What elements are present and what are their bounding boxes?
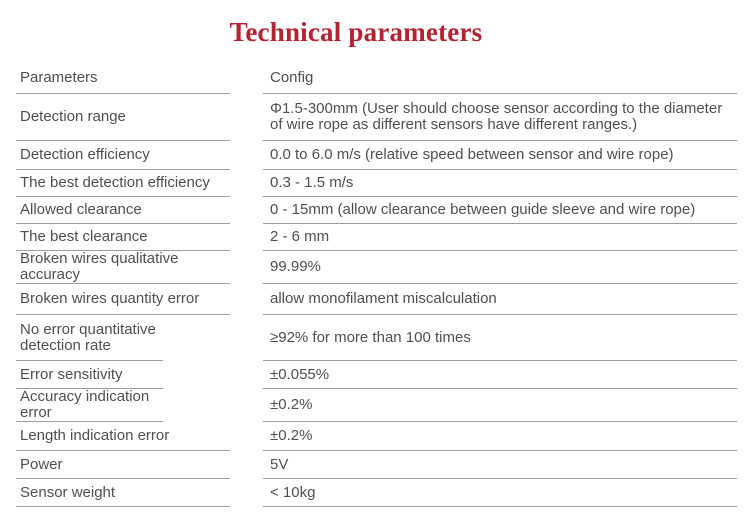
- param-cell: Allowed clearance: [16, 197, 230, 224]
- config-cell: 5V: [263, 451, 737, 479]
- column-gap: [230, 479, 263, 507]
- param-cell: No error quantitative detection rate: [16, 315, 163, 361]
- config-cell: Φ1.5-300mm (User should choose sensor ac…: [263, 94, 737, 141]
- param-cell: Length indication error: [16, 422, 230, 451]
- config-cell: ±0.2%: [263, 422, 737, 451]
- column-gap: [230, 141, 263, 170]
- column-gap: [230, 251, 263, 284]
- parameters-table: Parameters Config Detection range Φ1.5-3…: [16, 62, 737, 507]
- param-cell: Broken wires qualitative accuracy: [16, 251, 230, 284]
- config-cell: 0 - 15mm (allow clearance between guide …: [263, 197, 737, 224]
- param-cell: The best clearance: [16, 224, 230, 251]
- param-cell: Power: [16, 451, 230, 479]
- column-gap: [230, 361, 263, 389]
- table-row-sensor-weight: Sensor weight < 10kg: [16, 479, 737, 507]
- config-cell: ≥92% for more than 100 times: [263, 315, 737, 361]
- config-cell: ±0.2%: [263, 389, 737, 422]
- column-gap: [230, 170, 263, 197]
- param-cell: Broken wires quantity error: [16, 284, 230, 315]
- column-gap: [230, 422, 263, 451]
- config-cell: allow monofilament miscalculation: [263, 284, 737, 315]
- column-gap: [230, 315, 263, 361]
- table-row-detection-range: Detection range Φ1.5-300mm (User should …: [16, 94, 737, 141]
- column-gap: [230, 451, 263, 479]
- param-cell: Sensor weight: [16, 479, 230, 507]
- config-cell: 0.3 - 1.5 m/s: [263, 170, 737, 197]
- column-gap: [230, 224, 263, 251]
- param-cell: Detection efficiency: [16, 141, 230, 170]
- table-row-length-indication-error: Length indication error ±0.2%: [16, 422, 737, 451]
- param-cell: Detection range: [16, 94, 230, 141]
- table-header-row: Parameters Config: [16, 62, 737, 94]
- param-header-cell: Parameters: [16, 62, 230, 94]
- table-row-accuracy-indication-error: Accuracy indication error ±0.2%: [16, 389, 737, 422]
- param-cell: The best detection efficiency: [16, 170, 230, 197]
- config-cell: < 10kg: [263, 479, 737, 507]
- column-gap: [230, 389, 263, 422]
- table-row-allowed-clearance: Allowed clearance 0 - 15mm (allow cleara…: [16, 197, 737, 224]
- config-header-cell: Config: [263, 62, 737, 94]
- table-row-best-clearance: The best clearance 2 - 6 mm: [16, 224, 737, 251]
- config-cell: 99.99%: [263, 251, 737, 284]
- column-gap: [230, 284, 263, 315]
- table-row-qualitative-accuracy: Broken wires qualitative accuracy 99.99%: [16, 251, 737, 284]
- table-row-best-detection-efficiency: The best detection efficiency 0.3 - 1.5 …: [16, 170, 737, 197]
- config-cell: ±0.055%: [263, 361, 737, 389]
- config-cell: 0.0 to 6.0 m/s (relative speed between s…: [263, 141, 737, 170]
- column-gap: [230, 94, 263, 141]
- table-row-power: Power 5V: [16, 451, 737, 479]
- table-row-detection-efficiency: Detection efficiency 0.0 to 6.0 m/s (rel…: [16, 141, 737, 170]
- table-row-error-sensitivity: Error sensitivity ±0.055%: [16, 361, 737, 389]
- table-row-quantity-error: Broken wires quantity error allow monofi…: [16, 284, 737, 315]
- param-cell: Accuracy indication error: [16, 389, 163, 422]
- page-title: Technical parameters: [229, 17, 483, 47]
- column-gap: [230, 197, 263, 224]
- column-gap: [230, 62, 263, 94]
- table-row-quantitative-detection-rate: No error quantitative detection rate ≥92…: [16, 315, 737, 361]
- config-cell: 2 - 6 mm: [263, 224, 737, 251]
- param-cell: Error sensitivity: [16, 361, 163, 389]
